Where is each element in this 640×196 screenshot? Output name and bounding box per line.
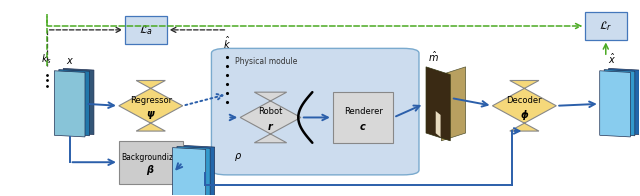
Polygon shape — [173, 148, 205, 196]
Text: $\boldsymbol{\psi}$: $\boldsymbol{\psi}$ — [146, 109, 156, 121]
Polygon shape — [492, 81, 556, 131]
Polygon shape — [119, 81, 182, 131]
Polygon shape — [442, 67, 466, 141]
Text: $\boldsymbol{\phi}$: $\boldsymbol{\phi}$ — [520, 108, 529, 122]
Text: $\hat{x}$: $\hat{x}$ — [609, 52, 616, 66]
Text: $\hat{m}$: $\hat{m}$ — [428, 50, 439, 64]
Text: $\boldsymbol{r}$: $\boldsymbol{r}$ — [267, 121, 274, 132]
Polygon shape — [181, 145, 214, 196]
Text: Backgroundizer: Backgroundizer — [121, 153, 180, 162]
Text: Decoder: Decoder — [506, 96, 542, 105]
Text: Regressor: Regressor — [130, 96, 172, 105]
Text: Physical module: Physical module — [235, 57, 298, 66]
Text: $\boldsymbol{c}$: $\boldsymbol{c}$ — [359, 122, 367, 132]
Text: $\mathcal{L}_r$: $\mathcal{L}_r$ — [599, 19, 612, 33]
Polygon shape — [600, 71, 630, 137]
Text: $\mathcal{L}_a$: $\mathcal{L}_a$ — [139, 23, 153, 37]
Text: $\boldsymbol{\beta}$: $\boldsymbol{\beta}$ — [147, 163, 155, 177]
FancyBboxPatch shape — [125, 16, 167, 44]
Polygon shape — [177, 146, 210, 196]
Text: $\rho$: $\rho$ — [234, 151, 242, 163]
FancyBboxPatch shape — [333, 92, 394, 143]
Text: $\hat{k}$: $\hat{k}$ — [223, 35, 232, 51]
Polygon shape — [63, 68, 94, 135]
Text: $x_b$: $x_b$ — [183, 181, 195, 193]
FancyBboxPatch shape — [119, 141, 182, 184]
Text: $k_s$: $k_s$ — [41, 52, 52, 66]
Polygon shape — [54, 71, 85, 137]
Polygon shape — [436, 111, 440, 137]
FancyBboxPatch shape — [211, 48, 419, 175]
Text: $x$: $x$ — [66, 56, 74, 66]
Text: Renderer: Renderer — [344, 107, 383, 116]
Polygon shape — [59, 70, 90, 136]
Polygon shape — [426, 67, 451, 141]
Polygon shape — [609, 68, 639, 135]
Text: Robot: Robot — [259, 107, 283, 116]
Polygon shape — [240, 92, 301, 143]
FancyBboxPatch shape — [585, 12, 627, 40]
Polygon shape — [604, 70, 635, 136]
